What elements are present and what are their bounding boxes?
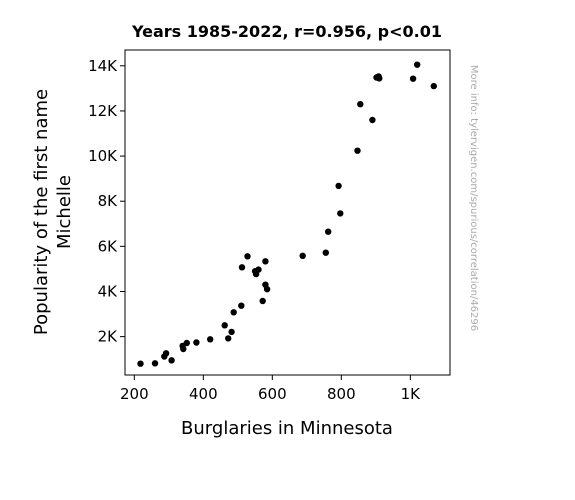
data-point: [137, 360, 144, 367]
data-point: [430, 82, 437, 90]
data-point: [180, 345, 187, 353]
data-point: [244, 253, 251, 260]
data-point: [337, 210, 344, 217]
x-tick-label: 600: [258, 385, 287, 403]
y-tick-label: 6K: [98, 237, 119, 255]
data-point: [221, 322, 228, 329]
x-axis-label: Burglaries in Minnesota: [181, 418, 393, 439]
plot-frame: [124, 49, 451, 376]
y-axis-label-line-2: Michelle: [54, 175, 75, 249]
y-tick-label: 8K: [98, 192, 119, 210]
chart-title: Years 1985-2022, r=0.956, p<0.01: [131, 22, 442, 41]
data-point: [168, 357, 175, 364]
data-point: [225, 335, 232, 342]
data-point: [262, 258, 269, 265]
data-point: [161, 353, 168, 360]
x-tick-label: 1K: [401, 385, 422, 403]
y-tick-label: 10K: [88, 147, 118, 165]
y-tick-label: 12K: [88, 102, 118, 120]
data-point: [238, 264, 246, 271]
data-point: [299, 252, 306, 259]
x-tick-label: 200: [120, 385, 149, 403]
data-point: [252, 270, 260, 278]
x-tick-label: 400: [189, 385, 218, 403]
data-point: [322, 249, 329, 256]
y-tick-label: 14K: [88, 57, 118, 75]
data-point: [376, 75, 383, 82]
data-point: [263, 286, 271, 293]
data-point: [238, 302, 245, 309]
data-point: [207, 336, 214, 343]
data-point: [369, 116, 376, 124]
x-axis-ticks: 200 400 600 800 1K: [120, 375, 421, 403]
data-points: [137, 61, 437, 367]
x-tick-label: 800: [327, 385, 356, 403]
source-watermark: More info: tylervigen.com/spurious/corre…: [468, 65, 479, 331]
data-point: [228, 328, 235, 336]
data-point: [193, 339, 200, 346]
data-point: [259, 297, 266, 305]
data-point: [151, 360, 159, 367]
y-axis-label-line-1: Popularity of the first name: [31, 89, 52, 335]
y-tick-label: 2K: [98, 328, 119, 346]
data-point: [230, 309, 237, 316]
y-tick-label: 4K: [98, 282, 119, 300]
data-point: [325, 228, 332, 235]
data-point: [335, 182, 342, 190]
data-point: [409, 75, 417, 82]
y-axis-ticks: 2K 4K 6K 8K 10K 12K 14K: [88, 57, 125, 346]
data-point: [414, 61, 421, 68]
data-point: [354, 147, 361, 154]
data-point: [357, 101, 364, 108]
